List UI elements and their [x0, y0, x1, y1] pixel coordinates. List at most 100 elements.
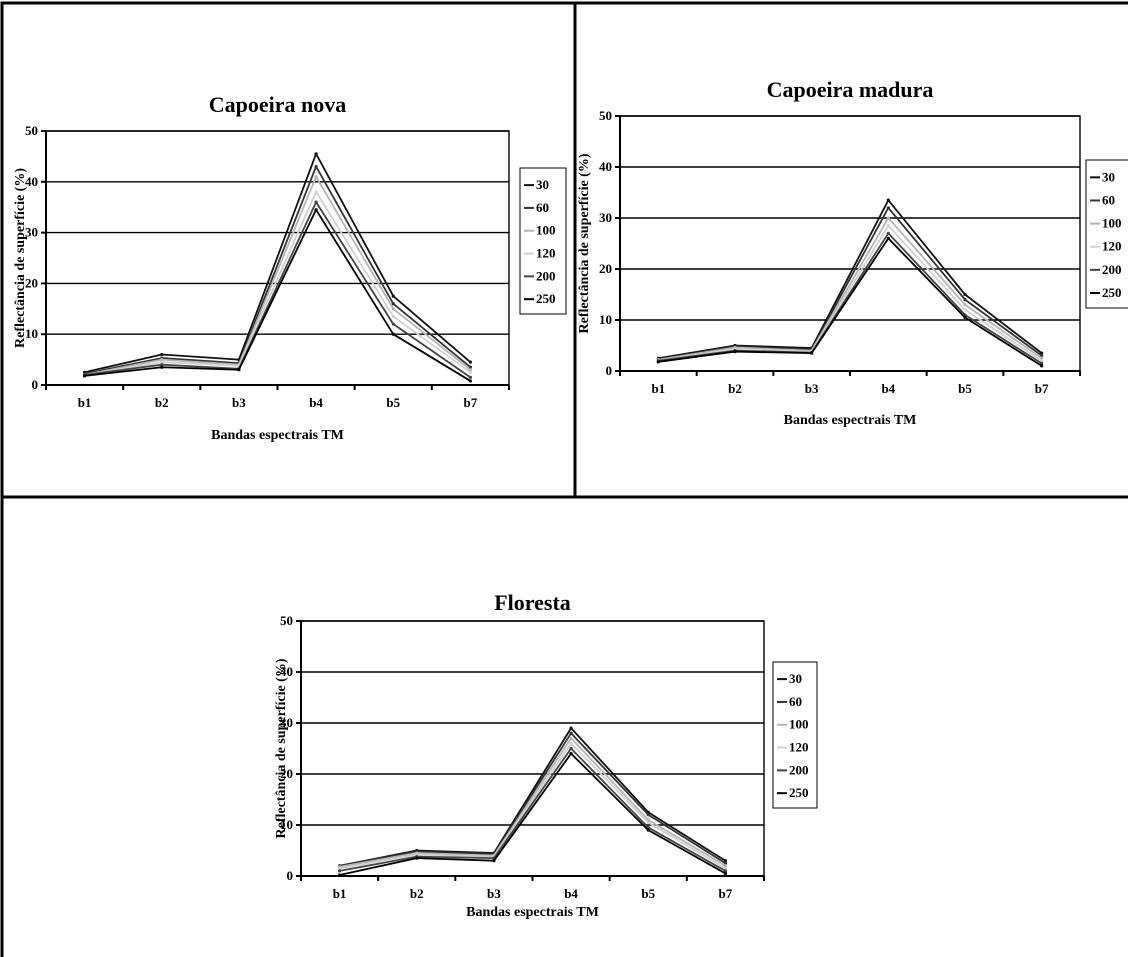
plot-area [300, 620, 765, 877]
legend-label: 250 [789, 785, 809, 800]
x-tick-label: b5 [386, 395, 400, 410]
series-line-100 [658, 217, 1043, 361]
x-tick-label: b1 [78, 395, 92, 410]
data-point-100 [314, 175, 318, 179]
data-point-200 [569, 746, 573, 751]
legend [519, 167, 567, 315]
data-point-60 [569, 731, 573, 735]
y-tick-label: 0 [287, 868, 294, 883]
data-point-100 [886, 216, 890, 220]
y-tick-label: 20 [25, 275, 38, 290]
data-point-200 [337, 869, 342, 873]
legend-label: 30 [789, 671, 802, 686]
x-axis-label: Bandas espectrais TM [784, 413, 917, 428]
data-point-200 [723, 869, 728, 873]
x-tick-label: b7 [464, 395, 478, 410]
data-point-120 [314, 190, 318, 194]
data-point-250 [237, 368, 241, 372]
y-tick-label: 30 [280, 715, 293, 730]
chart-title: Capoeira madura [767, 77, 934, 102]
y-tick-label: 10 [280, 817, 293, 832]
x-tick-label: b5 [641, 886, 655, 901]
y-tick-label: 40 [280, 664, 293, 679]
data-point-200 [886, 231, 890, 235]
y-axis-label: Reflectância de superfície (%) [13, 168, 28, 348]
y-tick-label: 50 [25, 123, 38, 138]
legend-label: 200 [1102, 262, 1122, 277]
data-point-250 [810, 351, 814, 355]
data-point-120 [963, 308, 967, 312]
y-tick-label: 20 [599, 261, 612, 276]
y-tick-label: 10 [25, 326, 38, 341]
x-tick-label: b1 [333, 886, 347, 901]
series-line-120 [658, 224, 1043, 362]
y-axis-label: Reflectância de superfície (%) [274, 658, 289, 838]
x-tick-label: b3 [487, 886, 501, 901]
data-point-250 [723, 871, 728, 876]
series-line-30 [84, 152, 472, 374]
data-point-60 [314, 164, 318, 169]
data-point-250 [569, 752, 573, 756]
series-line-120 [339, 742, 726, 870]
data-point-250 [337, 873, 342, 877]
data-point-250 [160, 365, 164, 369]
data-point-120 [569, 741, 573, 746]
series-line-250 [84, 208, 471, 382]
legend-label: 60 [789, 694, 802, 709]
data-point-120 [886, 224, 890, 228]
legend-label: 100 [789, 717, 809, 732]
y-tick-label: 20 [280, 766, 293, 781]
chart-title: Capoeira nova [209, 92, 347, 117]
data-point-250 [646, 828, 650, 832]
legend-label: 30 [1102, 169, 1115, 184]
x-tick-label: b3 [232, 395, 246, 410]
x-tick-label: b1 [651, 381, 665, 396]
series-line-200 [339, 747, 726, 872]
data-point-30 [963, 292, 967, 297]
legend-label: 250 [536, 291, 556, 306]
data-point-200 [391, 322, 395, 326]
data-point-120 [723, 866, 728, 870]
y-tick-label: 0 [606, 363, 613, 378]
legend-label: 200 [789, 762, 809, 777]
legend [1085, 159, 1128, 309]
legend-label: 250 [1102, 285, 1122, 300]
data-point-120 [160, 360, 164, 364]
x-axis-label: Bandas espectrais TM [211, 428, 344, 443]
data-point-60 [886, 206, 890, 210]
data-point-100 [1040, 356, 1044, 360]
data-point-250 [314, 208, 318, 212]
y-tick-label: 40 [599, 159, 612, 174]
data-point-120 [1040, 359, 1044, 363]
data-point-100 [723, 864, 728, 868]
chart-title: Floresta [494, 590, 571, 615]
y-axis-label: Reflectância de superfície (%) [577, 153, 592, 333]
data-point-200 [314, 200, 318, 204]
series-line-100 [84, 175, 471, 376]
series-line-120 [84, 191, 471, 376]
x-tick-label: b3 [805, 381, 819, 396]
chart-1: Capoeira nova 0 10 20 30 40 50 b1 b2 b3 b4 b5 b7 Band… [13, 92, 567, 443]
legend-label: 120 [789, 740, 809, 755]
data-point-120 [646, 820, 650, 825]
x-tick-label: b5 [958, 381, 972, 396]
legend [772, 661, 818, 809]
series-line-30 [658, 199, 1043, 360]
data-point-100 [160, 358, 164, 362]
chart-3: Floresta 0 10 20 30 40 50 b1 b2 b3 b4 b5 b7 Bandas es… [274, 590, 818, 920]
data-point-30 [391, 294, 395, 298]
data-point-60 [391, 302, 395, 306]
y-tick-label: 30 [599, 210, 612, 225]
series-line-250 [339, 752, 726, 876]
series-line-200 [658, 232, 1043, 365]
legend-label: 100 [536, 223, 556, 238]
series-line-60 [84, 165, 471, 375]
data-point-250 [733, 350, 737, 354]
y-tick-label: 50 [280, 613, 293, 628]
x-tick-label: b2 [410, 886, 424, 901]
legend-label: 60 [1102, 192, 1115, 207]
series-line-100 [339, 737, 726, 868]
data-point-30 [569, 726, 573, 730]
y-tick-label: 50 [599, 108, 612, 123]
